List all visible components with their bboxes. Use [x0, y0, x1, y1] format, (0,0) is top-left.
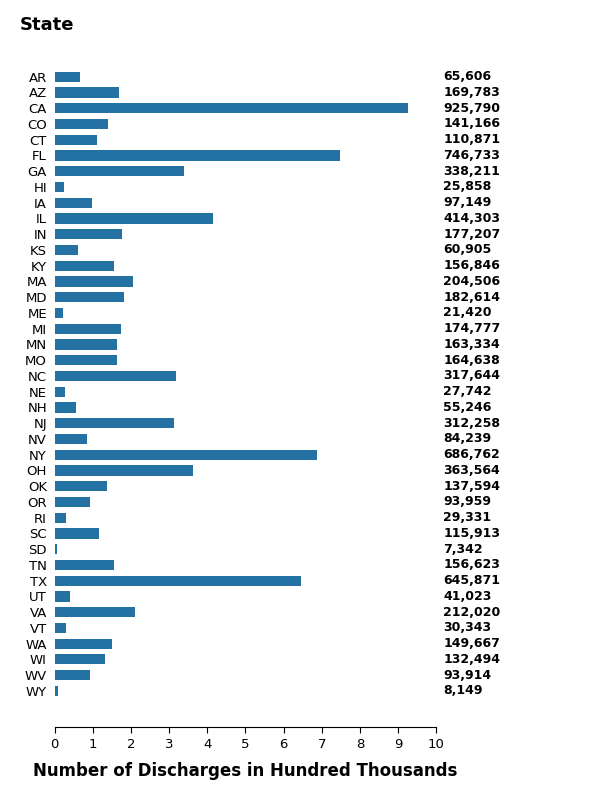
Bar — [55, 591, 70, 601]
Text: 65,606: 65,606 — [443, 70, 491, 83]
Text: 84,239: 84,239 — [443, 432, 491, 445]
Bar — [55, 198, 92, 208]
Text: 110,871: 110,871 — [443, 133, 501, 146]
Text: 25,858: 25,858 — [443, 180, 491, 193]
Bar — [55, 686, 58, 696]
Text: 212,020: 212,020 — [443, 606, 501, 619]
Bar — [55, 402, 76, 413]
Text: 338,211: 338,211 — [443, 165, 500, 178]
Bar — [55, 229, 122, 239]
Bar — [55, 87, 119, 98]
Text: 60,905: 60,905 — [443, 243, 491, 256]
Bar — [55, 103, 408, 113]
Text: 132,494: 132,494 — [443, 653, 501, 666]
Text: 163,334: 163,334 — [443, 338, 500, 351]
Text: 97,149: 97,149 — [443, 196, 491, 209]
Bar — [55, 512, 65, 523]
Bar — [55, 339, 117, 350]
Bar — [55, 245, 78, 255]
Text: 8,149: 8,149 — [443, 684, 483, 697]
Bar — [55, 449, 317, 460]
Bar — [55, 418, 174, 428]
Bar — [55, 434, 87, 444]
Bar — [55, 654, 105, 664]
Text: 137,594: 137,594 — [443, 480, 501, 493]
Bar — [55, 560, 115, 570]
Bar — [55, 575, 301, 586]
Bar — [55, 213, 213, 224]
Text: 115,913: 115,913 — [443, 527, 501, 540]
Text: 149,667: 149,667 — [443, 638, 500, 650]
Text: 55,246: 55,246 — [443, 401, 491, 414]
Bar — [55, 182, 64, 192]
Text: 21,420: 21,420 — [443, 306, 491, 319]
Bar — [55, 150, 339, 161]
Text: 29,331: 29,331 — [443, 511, 491, 524]
Text: 93,959: 93,959 — [443, 495, 491, 508]
Bar — [55, 623, 66, 633]
Bar — [55, 261, 115, 271]
Bar — [55, 670, 90, 680]
Text: 925,790: 925,790 — [443, 102, 501, 115]
Text: 174,777: 174,777 — [443, 322, 501, 335]
Text: 363,564: 363,564 — [443, 464, 500, 477]
Bar — [55, 308, 62, 318]
Bar — [55, 119, 108, 129]
Bar — [55, 386, 65, 397]
Bar — [55, 481, 107, 491]
Text: 156,623: 156,623 — [443, 558, 500, 571]
Text: 317,644: 317,644 — [443, 369, 501, 382]
Text: 164,638: 164,638 — [443, 354, 500, 367]
Bar — [55, 544, 58, 554]
Bar — [55, 292, 124, 302]
Text: 177,207: 177,207 — [443, 228, 501, 241]
Text: 645,871: 645,871 — [443, 574, 501, 587]
Bar — [55, 607, 136, 617]
Text: 746,733: 746,733 — [443, 149, 500, 162]
Text: State: State — [20, 15, 75, 33]
Text: 312,258: 312,258 — [443, 417, 501, 430]
X-axis label: Number of Discharges in Hundred Thousands: Number of Discharges in Hundred Thousand… — [33, 762, 458, 780]
Bar — [55, 355, 118, 365]
Text: 27,742: 27,742 — [443, 385, 491, 398]
Text: 7,342: 7,342 — [443, 543, 483, 556]
Text: 93,914: 93,914 — [443, 668, 491, 682]
Text: 141,166: 141,166 — [443, 117, 501, 130]
Bar — [55, 323, 121, 334]
Bar — [55, 135, 97, 145]
Bar — [55, 497, 90, 507]
Text: 204,506: 204,506 — [443, 275, 501, 288]
Text: 30,343: 30,343 — [443, 621, 491, 634]
Bar — [55, 276, 133, 287]
Bar — [55, 371, 176, 381]
Text: 41,023: 41,023 — [443, 590, 491, 603]
Bar — [55, 166, 184, 176]
Text: 686,762: 686,762 — [443, 448, 500, 461]
Bar — [55, 465, 193, 476]
Bar — [55, 72, 79, 82]
Text: 414,303: 414,303 — [443, 212, 501, 225]
Text: 182,614: 182,614 — [443, 291, 501, 304]
Text: 169,783: 169,783 — [443, 86, 500, 99]
Bar — [55, 528, 99, 538]
Bar — [55, 638, 112, 649]
Text: 156,846: 156,846 — [443, 259, 500, 272]
